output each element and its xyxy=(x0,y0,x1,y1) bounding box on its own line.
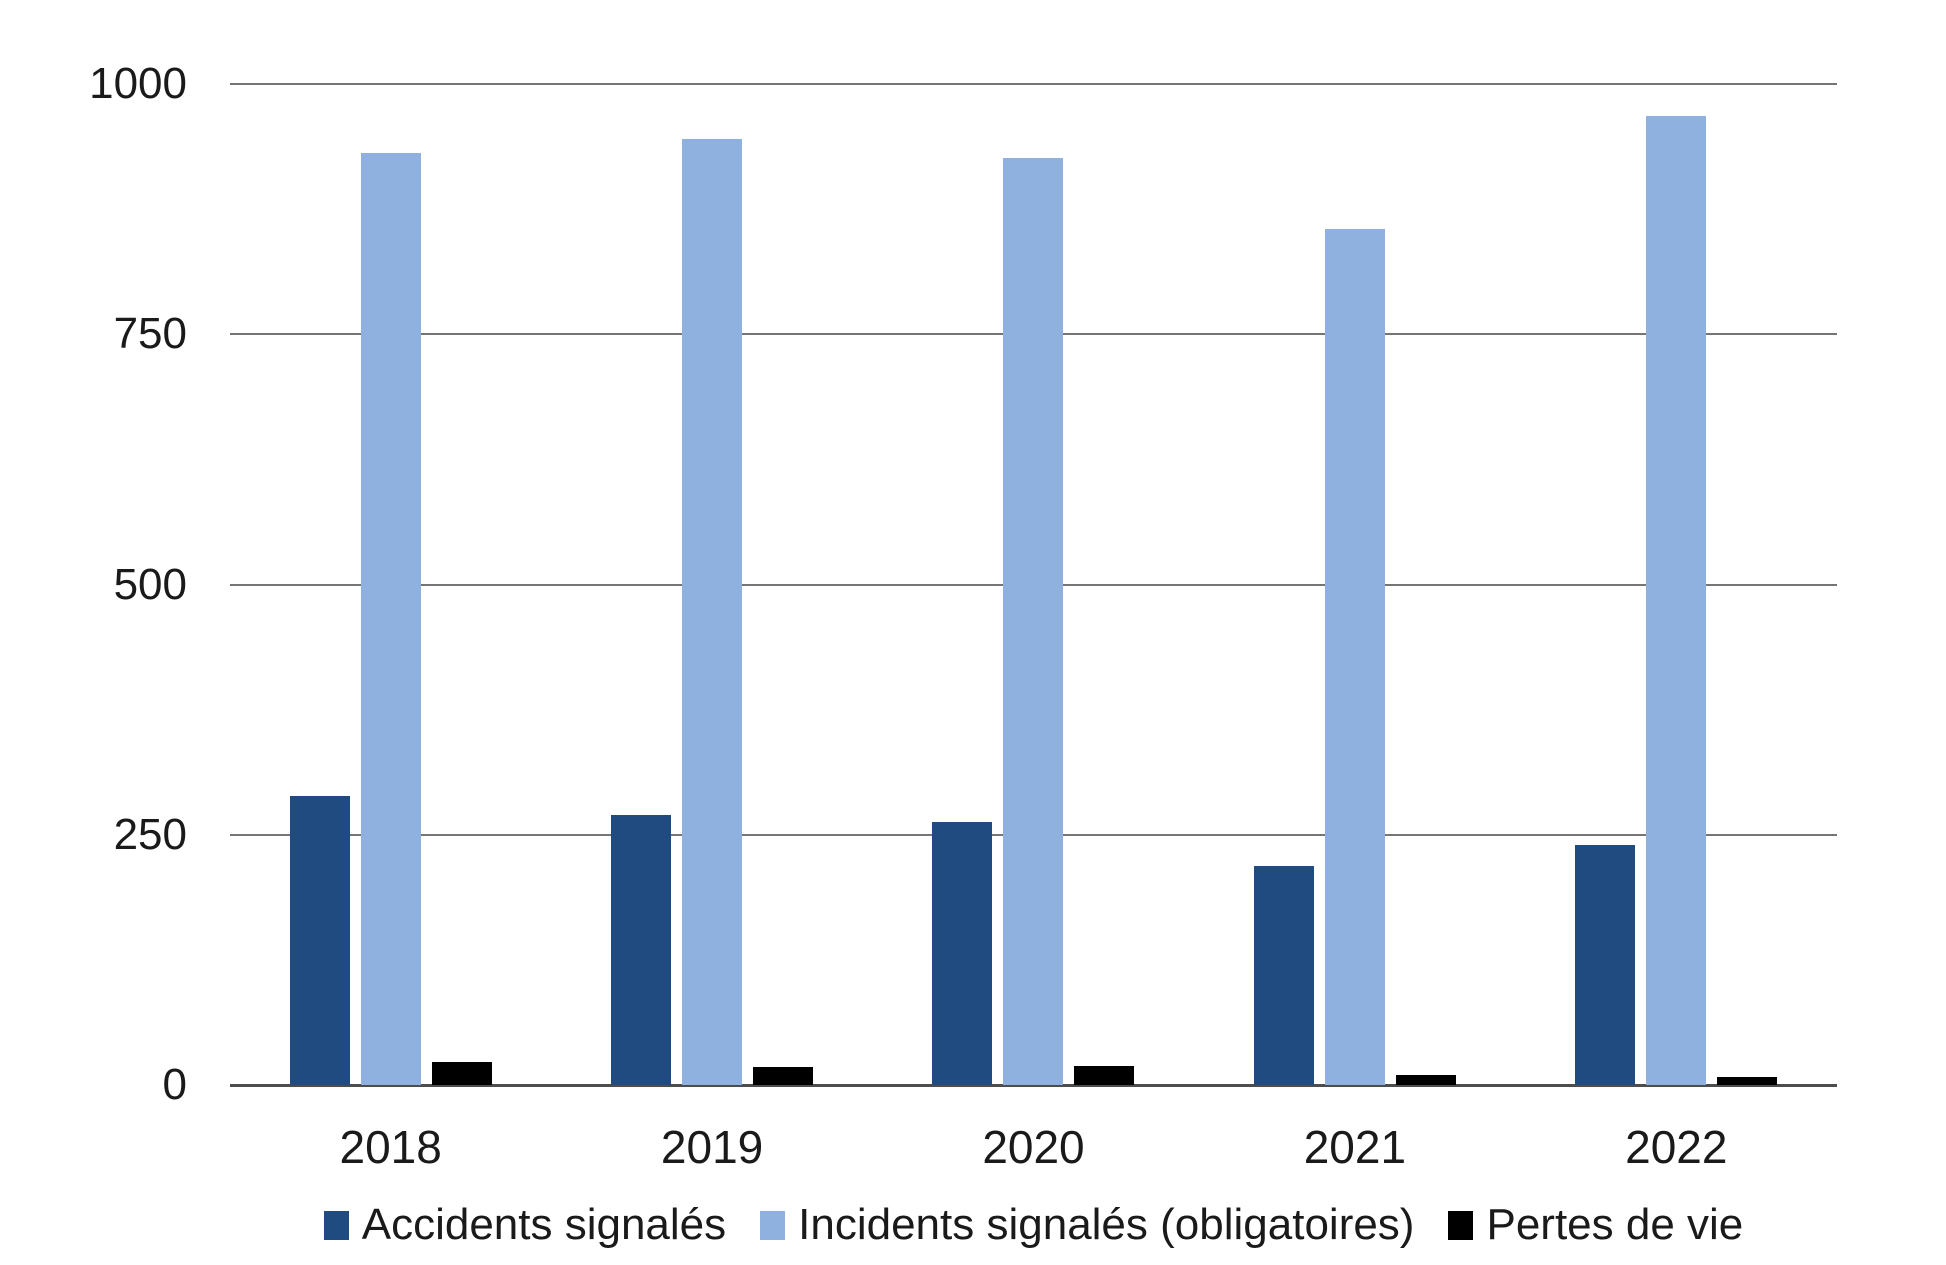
bar-2018-pertes xyxy=(431,1061,492,1085)
legend-label: Incidents signalés (obligatoires) xyxy=(798,1200,1415,1249)
legend: Accidents signalés Incidents signalés (ob… xyxy=(230,1200,1837,1250)
bar-2020-pertes xyxy=(1074,1065,1135,1085)
bar-group-2019 xyxy=(551,84,872,1085)
bar-2022-incidents xyxy=(1646,116,1707,1085)
legend-item-pertes: Pertes de vie xyxy=(1448,1200,1743,1250)
legend-swatch-icon xyxy=(323,1210,349,1240)
bar-2022-accidents xyxy=(1575,844,1636,1085)
bar-2019-accidents xyxy=(611,814,672,1085)
legend-item-incidents: Incidents signalés (obligatoires) xyxy=(760,1200,1414,1250)
x-tick-label-2018: 2018 xyxy=(339,1121,442,1173)
y-axis: 0 250 500 750 1000 xyxy=(0,60,187,1109)
bar-2022-pertes xyxy=(1717,1077,1778,1085)
y-tick-label-1000: 1000 xyxy=(89,59,187,108)
x-axis: 2018 2019 2020 2021 2022 xyxy=(230,1122,1837,1182)
x-tick-label-2021: 2021 xyxy=(1303,1121,1407,1173)
y-tick-label-750: 750 xyxy=(113,309,187,359)
x-tick-label-2022: 2022 xyxy=(1625,1121,1728,1173)
legend-swatch-icon xyxy=(760,1210,786,1240)
bar-2021-incidents xyxy=(1324,229,1385,1085)
bar-group-2018 xyxy=(230,84,551,1085)
x-tick-label-2019: 2019 xyxy=(660,1121,764,1173)
bar-group-2022 xyxy=(1516,84,1837,1085)
x-tick-label-2020: 2020 xyxy=(982,1121,1085,1173)
gridline-1000 xyxy=(230,83,1837,85)
y-tick-label-0: 0 xyxy=(162,1060,187,1109)
x-axis-line xyxy=(230,1084,1837,1087)
legend-label: Accidents signalés xyxy=(361,1200,727,1249)
bar-2018-accidents xyxy=(289,795,350,1085)
legend-item-accidents: Accidents signalés xyxy=(323,1200,727,1250)
y-tick-label-250: 250 xyxy=(113,809,187,859)
bar-group-2020 xyxy=(873,84,1194,1085)
bar-2019-incidents xyxy=(682,139,743,1085)
bar-2018-incidents xyxy=(360,153,421,1085)
bar-2019-pertes xyxy=(753,1066,814,1085)
bar-2020-incidents xyxy=(1003,158,1064,1085)
bar-2021-pertes xyxy=(1395,1075,1456,1085)
legend-swatch-icon xyxy=(1448,1210,1474,1240)
y-tick-label-500: 500 xyxy=(113,559,187,609)
bar-2020-accidents xyxy=(932,821,993,1085)
bar-2021-accidents xyxy=(1253,865,1314,1085)
bar-group-2021 xyxy=(1194,84,1515,1085)
legend-label: Pertes de vie xyxy=(1486,1200,1744,1249)
plot-area xyxy=(230,83,1837,1087)
